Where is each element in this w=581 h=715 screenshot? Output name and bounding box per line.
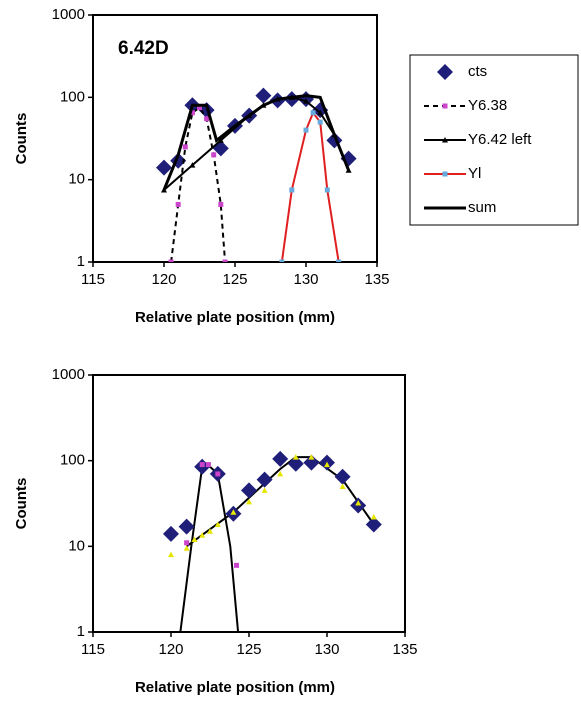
- data-point: [303, 454, 320, 471]
- legend-label: Yl: [468, 165, 481, 182]
- plot: [163, 450, 382, 632]
- x-tick-label: 135: [392, 641, 417, 658]
- data-point: [218, 201, 224, 207]
- data-point: [339, 483, 346, 489]
- data-point: [163, 525, 179, 542]
- data-point: [234, 562, 240, 568]
- x-tick-label: 125: [236, 641, 261, 658]
- plot: [156, 87, 357, 262]
- legend-label: cts: [468, 63, 487, 80]
- y-tick-label: 10: [68, 171, 85, 188]
- data-point: [215, 471, 221, 477]
- data-point: [168, 259, 174, 262]
- data-point: [189, 110, 195, 116]
- data-point: [303, 127, 309, 133]
- data-point: [365, 516, 382, 533]
- data-point: [211, 152, 217, 158]
- y-tick-label: 1: [77, 623, 85, 640]
- legend-label: Y6.38: [468, 97, 507, 114]
- y-tick-label: 1: [77, 253, 85, 270]
- x-tick-label: 115: [81, 271, 105, 288]
- legend-marker: [442, 137, 448, 143]
- y-axis-title: Counts: [13, 478, 30, 530]
- data-point: [277, 470, 284, 477]
- series-line: [170, 106, 227, 262]
- data-point: [370, 513, 377, 520]
- legend-label: sum: [468, 199, 496, 216]
- data-point: [217, 137, 224, 143]
- data-point: [183, 545, 190, 551]
- data-point: [191, 536, 198, 543]
- data-point: [279, 259, 285, 262]
- x-axis-title: Relative plate position (mm): [135, 309, 335, 326]
- chart: 1 10 100 1000 115 120 125 130 135 6.42D Relative p…: [13, 6, 579, 326]
- data-point: [261, 487, 268, 493]
- series-line: [280, 110, 340, 262]
- data-point: [199, 532, 206, 538]
- data-point: [214, 521, 221, 527]
- data-point: [205, 462, 211, 468]
- data-point: [207, 528, 213, 534]
- data-point: [308, 454, 315, 460]
- y-tick-label: 1000: [52, 366, 85, 383]
- data-point: [241, 482, 257, 499]
- chart: 1 10 100 1000 115 120 125 130 135 Relative plate …: [13, 366, 418, 696]
- legend-marker: [437, 64, 453, 80]
- data-point: [317, 109, 324, 116]
- data-point: [184, 540, 190, 546]
- x-tick-label: 120: [158, 641, 183, 658]
- data-point: [355, 500, 362, 506]
- x-tick-label: 135: [364, 271, 389, 288]
- data-point: [310, 110, 316, 116]
- data-point: [222, 259, 228, 262]
- x-tick-label: 130: [293, 271, 318, 288]
- y-tick-label: 10: [68, 537, 85, 554]
- legend-label: Y6.42 left: [468, 131, 532, 148]
- data-point: [189, 162, 196, 168]
- data-point: [182, 144, 188, 150]
- x-tick-label: 125: [222, 271, 247, 288]
- x-axis-title: Relative plate position (mm): [135, 679, 335, 696]
- data-point: [204, 116, 210, 122]
- series-line: [179, 465, 240, 632]
- data-point: [324, 187, 330, 193]
- data-point: [156, 159, 172, 176]
- data-point: [230, 509, 237, 515]
- data-point: [292, 454, 299, 460]
- x-tick-label: 120: [151, 271, 176, 288]
- data-point: [199, 462, 205, 468]
- data-point: [317, 119, 323, 125]
- data-point: [336, 259, 342, 262]
- data-point: [246, 498, 252, 505]
- y-tick-label: 100: [60, 88, 85, 105]
- series-line: [162, 94, 350, 191]
- data-point: [303, 98, 309, 104]
- y-tick-label: 1000: [52, 6, 85, 23]
- data-point: [255, 87, 272, 104]
- data-point: [289, 187, 295, 193]
- data-point: [197, 105, 202, 111]
- legend-marker: [442, 171, 448, 177]
- y-tick-label: 100: [60, 452, 85, 469]
- legend-marker: [442, 103, 448, 109]
- data-point: [175, 201, 181, 207]
- y-axis-title: Counts: [13, 113, 30, 165]
- plot-frame: [92, 14, 378, 263]
- x-tick-label: 130: [314, 641, 339, 658]
- annotation: 6.42D: [118, 38, 169, 59]
- plot-frame: [92, 374, 406, 633]
- data-point: [256, 471, 273, 488]
- data-point: [272, 450, 289, 467]
- data-point: [334, 468, 351, 485]
- data-point: [324, 461, 330, 468]
- x-tick-label: 115: [81, 641, 105, 658]
- data-point: [178, 518, 195, 535]
- data-point: [168, 551, 174, 558]
- data-point: [287, 455, 304, 472]
